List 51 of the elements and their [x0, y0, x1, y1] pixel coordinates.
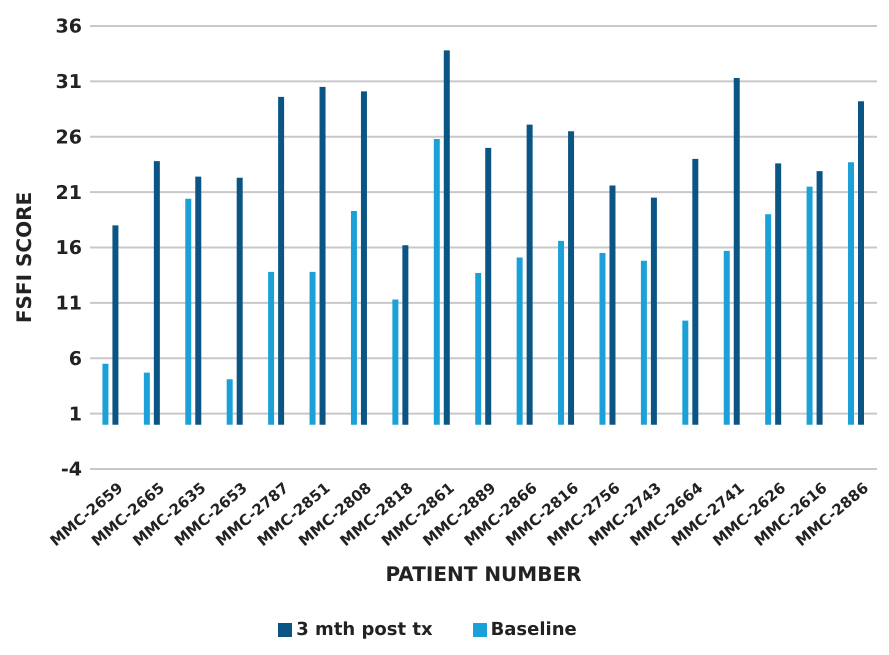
bar: [816, 171, 823, 425]
bar: [195, 176, 202, 425]
bar: [609, 185, 616, 425]
bar: [485, 148, 492, 425]
bar: [154, 161, 160, 425]
bar: [392, 300, 398, 425]
bar: [236, 178, 243, 425]
bar: [858, 101, 864, 425]
bar: [806, 186, 813, 425]
y-tick-label: -4: [60, 458, 82, 481]
y-axis-title: FSFI SCORE: [12, 192, 36, 324]
bar: [102, 364, 108, 425]
bar: [185, 198, 192, 425]
bar: [310, 272, 316, 425]
bar: [692, 158, 698, 425]
bar: [112, 225, 118, 425]
bar: [268, 272, 274, 425]
y-tick-label: 36: [56, 16, 82, 38]
bar: [599, 253, 606, 425]
bar: [640, 260, 647, 425]
y-tick-label: 16: [56, 237, 82, 260]
y-tick-label: 26: [56, 126, 82, 148]
y-tick-label: 6: [68, 348, 82, 370]
legend-label: Baseline: [490, 619, 577, 640]
y-tick-label: 1: [68, 403, 82, 426]
y-tick-label: 11: [56, 292, 82, 315]
bar: [558, 240, 564, 425]
bar: [434, 138, 440, 425]
bar: [650, 198, 657, 425]
bar: [402, 245, 408, 425]
bar: [775, 163, 782, 425]
bar: [350, 210, 357, 425]
bar: [734, 78, 740, 425]
bar: [144, 372, 150, 425]
bar: [226, 379, 233, 425]
bar: [360, 91, 367, 425]
bar: [444, 50, 450, 425]
bar: [516, 257, 523, 425]
bar: [475, 272, 482, 425]
legend-label: 3 mth post tx: [296, 619, 433, 640]
bar: [568, 131, 574, 425]
bar: [278, 96, 284, 425]
bar: [682, 320, 688, 425]
bar: [320, 86, 326, 425]
bar: [724, 250, 730, 425]
bar: [526, 124, 533, 425]
bar: [848, 162, 854, 425]
bar: [765, 214, 772, 425]
y-tick-label: 31: [56, 71, 82, 94]
y-tick-label: 21: [56, 182, 82, 204]
x-axis-title: PATIENT NUMBER: [385, 562, 582, 586]
